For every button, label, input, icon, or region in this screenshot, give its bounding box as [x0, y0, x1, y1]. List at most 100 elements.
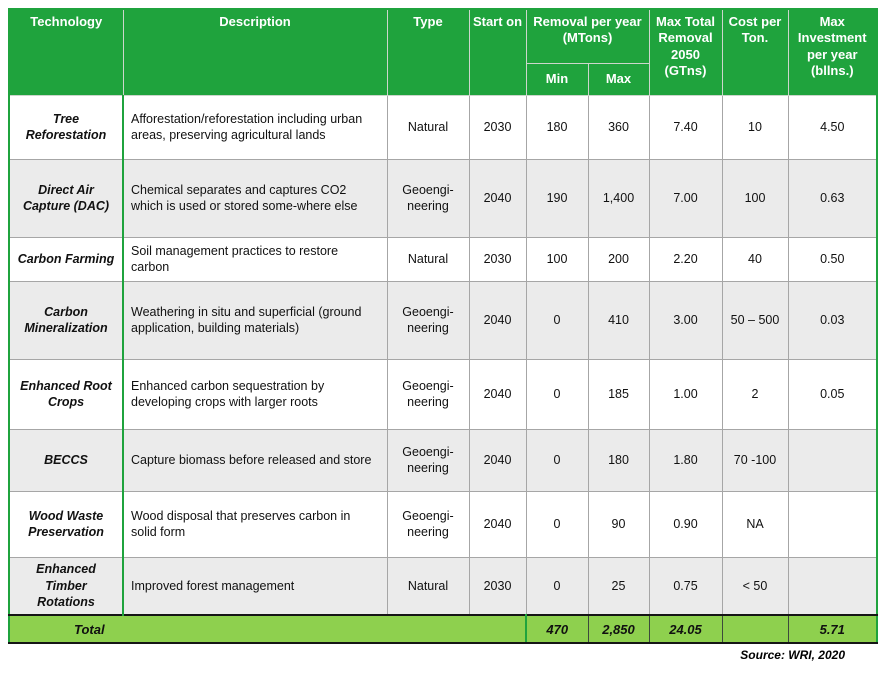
table-row: Direct Air Capture (DAC) Chemical separat… [8, 158, 878, 238]
cell-description: Chemical separates and captures CO2 whic… [122, 158, 388, 238]
table-row: Enhanced Root Crops Enhanced carbon seque… [8, 358, 878, 430]
cell-max-total-removal: 7.40 [648, 94, 723, 160]
cell-min: 0 [525, 490, 589, 558]
cell-cost-per-ton: 2 [721, 358, 789, 430]
cell-technology: Enhanced Timber Rotations [8, 556, 124, 616]
cell-max-investment: 0.03 [787, 280, 878, 360]
cell-max-investment: 0.63 [787, 158, 878, 238]
cell-type: Geoengi-neering [386, 428, 470, 492]
cell-cost-per-ton: 40 [721, 236, 789, 282]
cell-max-investment: 4.50 [787, 94, 878, 160]
header-removal-per-year: Removal per year (MTons) [525, 8, 650, 64]
cell-max-investment [787, 490, 878, 558]
cell-start-on: 2040 [468, 428, 527, 492]
cell-cost-per-ton: 70 -100 [721, 428, 789, 492]
header-technology: Technology [8, 8, 124, 96]
table-row: Wood Waste Preservation Wood disposal tha… [8, 490, 878, 558]
table-row: Carbon Farming Soil management practices … [8, 236, 878, 282]
cell-start-on: 2030 [468, 236, 527, 282]
cell-type: Geoengi-neering [386, 280, 470, 360]
cell-max: 185 [587, 358, 650, 430]
table-row: BECCS Capture biomass before released and… [8, 428, 878, 492]
cell-min: 0 [525, 428, 589, 492]
cell-start-on: 2040 [468, 280, 527, 360]
table-row: Tree Reforestation Afforestation/reforest… [8, 94, 878, 160]
cell-type: Geoengi-neering [386, 158, 470, 238]
cell-max-investment: 0.05 [787, 358, 878, 430]
cell-type: Natural [386, 556, 470, 616]
carbon-removal-technologies-table: Technology Description Type Start on Rem… [8, 8, 878, 644]
cell-max-total-removal: 0.75 [648, 556, 723, 616]
cell-type: Natural [386, 236, 470, 282]
header-min: Min [525, 62, 589, 96]
cell-start-on: 2030 [468, 94, 527, 160]
carbon-removal-technologies-table-page: Technology Description Type Start on Rem… [0, 8, 884, 677]
cell-max: 410 [587, 280, 650, 360]
cell-technology: BECCS [8, 428, 124, 492]
total-max-total-removal: 24.05 [648, 614, 723, 644]
cell-type: Natural [386, 94, 470, 160]
cell-technology: Wood Waste Preservation [8, 490, 124, 558]
cell-max: 200 [587, 236, 650, 282]
cell-description: Afforestation/reforestation including ur… [122, 94, 388, 160]
total-cost-per-ton [721, 614, 789, 644]
cell-max: 90 [587, 490, 650, 558]
cell-max-total-removal: 3.00 [648, 280, 723, 360]
cell-technology: Enhanced Root Crops [8, 358, 124, 430]
cell-start-on: 2030 [468, 556, 527, 616]
header-description: Description [122, 8, 388, 96]
table-row: Carbon Mineralization Weathering in situ … [8, 280, 878, 360]
cell-max-total-removal: 2.20 [648, 236, 723, 282]
cell-max-total-removal: 0.90 [648, 490, 723, 558]
total-min: 470 [525, 614, 589, 644]
cell-description: Improved forest management [122, 556, 388, 616]
header-max: Max [587, 62, 650, 96]
cell-max-total-removal: 1.00 [648, 358, 723, 430]
cell-start-on: 2040 [468, 158, 527, 238]
cell-max-investment [787, 556, 878, 616]
cell-type: Geoengi-neering [386, 490, 470, 558]
cell-min: 190 [525, 158, 589, 238]
source-citation: Source: WRI, 2020 [740, 648, 845, 662]
cell-cost-per-ton: 100 [721, 158, 789, 238]
cell-max-investment: 0.50 [787, 236, 878, 282]
cell-max-total-removal: 7.00 [648, 158, 723, 238]
header-cost-per-ton: Cost per Ton. [721, 8, 789, 96]
cell-min: 0 [525, 556, 589, 616]
cell-start-on: 2040 [468, 490, 527, 558]
total-max: 2,850 [587, 614, 650, 644]
cell-start-on: 2040 [468, 358, 527, 430]
table-header: Technology Description Type Start on Rem… [8, 8, 878, 96]
cell-description: Weathering in situ and superficial (grou… [122, 280, 388, 360]
cell-min: 100 [525, 236, 589, 282]
cell-min: 0 [525, 280, 589, 360]
header-max-investment: Max Investment per year (bllns.) [787, 8, 878, 96]
cell-description: Wood disposal that preserves carbon in s… [122, 490, 388, 558]
cell-technology: Carbon Farming [8, 236, 124, 282]
cell-description: Enhanced carbon sequestration by develop… [122, 358, 388, 430]
cell-cost-per-ton: 10 [721, 94, 789, 160]
cell-max: 180 [587, 428, 650, 492]
cell-max: 1,400 [587, 158, 650, 238]
cell-description: Soil management practices to restore car… [122, 236, 388, 282]
cell-cost-per-ton: NA [721, 490, 789, 558]
table-row: Enhanced Timber Rotations Improved forest… [8, 556, 878, 616]
total-label: Total [8, 614, 527, 644]
cell-technology: Direct Air Capture (DAC) [8, 158, 124, 238]
cell-technology: Tree Reforestation [8, 94, 124, 160]
header-max-total-removal: Max Total Removal 2050 (GTns) [648, 8, 723, 96]
cell-max-total-removal: 1.80 [648, 428, 723, 492]
cell-max: 360 [587, 94, 650, 160]
cell-technology: Carbon Mineralization [8, 280, 124, 360]
cell-max-investment [787, 428, 878, 492]
cell-min: 0 [525, 358, 589, 430]
cell-max: 25 [587, 556, 650, 616]
header-type: Type [386, 8, 470, 96]
cell-cost-per-ton: < 50 [721, 556, 789, 616]
cell-cost-per-ton: 50 – 500 [721, 280, 789, 360]
cell-description: Capture biomass before released and stor… [122, 428, 388, 492]
cell-min: 180 [525, 94, 589, 160]
total-max-investment: 5.71 [787, 614, 878, 644]
cell-type: Geoengi-neering [386, 358, 470, 430]
table-footer: Total 470 2,850 24.05 5.71 [8, 614, 878, 644]
